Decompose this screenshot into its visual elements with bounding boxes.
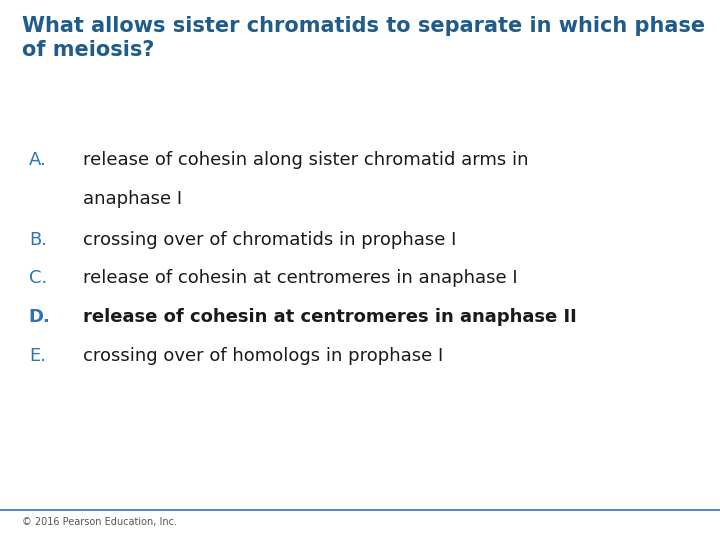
Text: C.: C.	[29, 269, 47, 287]
Text: E.: E.	[29, 347, 46, 365]
Text: release of cohesin at centromeres in anaphase I: release of cohesin at centromeres in ana…	[83, 269, 518, 287]
Text: crossing over of homologs in prophase I: crossing over of homologs in prophase I	[83, 347, 443, 365]
Text: What allows sister chromatids to separate in which phase
of meiosis?: What allows sister chromatids to separat…	[22, 16, 705, 60]
Text: D.: D.	[29, 308, 50, 326]
Text: release of cohesin along sister chromatid arms in: release of cohesin along sister chromati…	[83, 151, 528, 169]
Text: crossing over of chromatids in prophase I: crossing over of chromatids in prophase …	[83, 231, 456, 248]
Text: B.: B.	[29, 231, 47, 248]
Text: © 2016 Pearson Education, Inc.: © 2016 Pearson Education, Inc.	[22, 517, 176, 527]
Text: A.: A.	[29, 151, 47, 169]
Text: anaphase I: anaphase I	[83, 190, 182, 208]
Text: release of cohesin at centromeres in anaphase II: release of cohesin at centromeres in ana…	[83, 308, 577, 326]
